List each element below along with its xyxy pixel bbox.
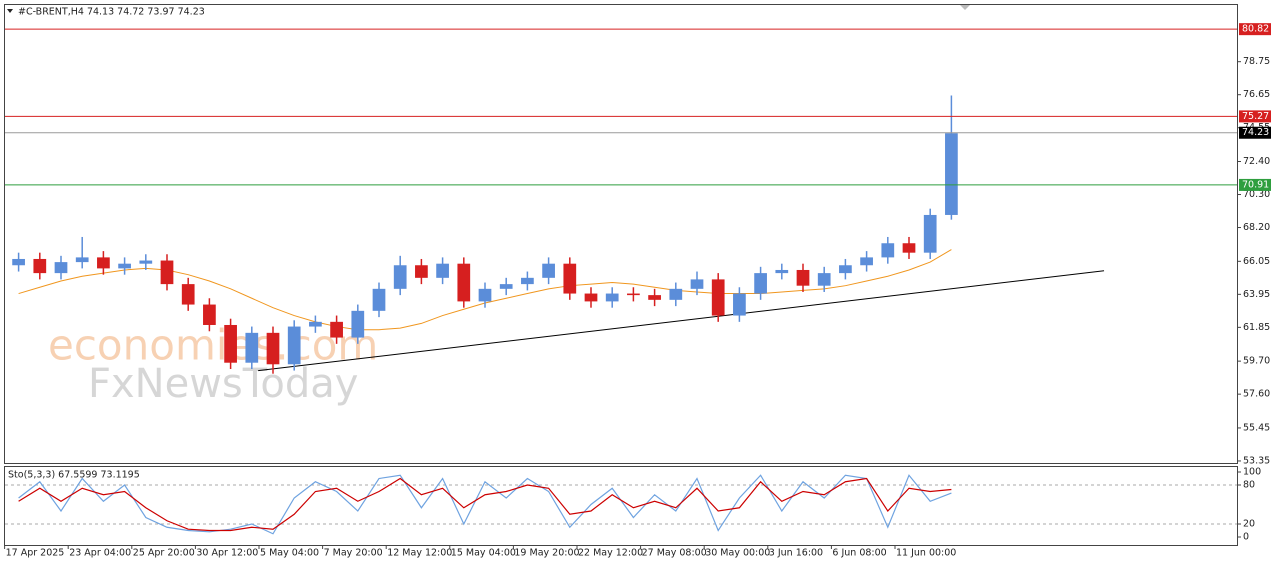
candle-body (902, 243, 916, 253)
x-tick-label: 17 Apr 2025 (6, 548, 65, 559)
candle-body (860, 257, 873, 266)
x-tick-label: 12 May 12:00 (387, 548, 452, 559)
x-tick-label: 7 May 20:00 (324, 548, 383, 559)
indicator-panel (4, 466, 1238, 546)
price-level-label-box (1239, 110, 1271, 123)
x-tick-label: 30 May 00:00 (705, 548, 770, 559)
y-tick-label: 59.70 (1243, 356, 1270, 367)
candle-body (499, 284, 513, 289)
candle-body (245, 332, 259, 363)
y-tick-label: 61.85 (1243, 322, 1270, 333)
y-tick-label: 80 (1243, 480, 1255, 491)
candle-body (203, 304, 216, 325)
candle-body (415, 265, 428, 278)
price-level-label: 75.27 (1242, 111, 1269, 122)
candle-body (54, 262, 68, 274)
candle-body (139, 260, 153, 264)
y-tick-label: 55.45 (1243, 422, 1270, 433)
candle-body (627, 293, 640, 296)
candle-body (669, 288, 683, 300)
y-tick-label: 78.75 (1243, 56, 1270, 67)
x-tick-label: 5 May 04:00 (260, 548, 319, 559)
indicator-line (18, 474, 952, 535)
x-tick-label: 3 Jun 16:00 (769, 548, 823, 559)
watermark-text: FxNewsToday (88, 361, 358, 407)
y-tick-label: 100 (1243, 467, 1261, 478)
plot (12, 95, 1105, 374)
y-tick-label: 63.95 (1243, 289, 1270, 300)
x-tick-label: 11 Jun 00:00 (896, 548, 956, 559)
candle-body (118, 263, 131, 269)
candle-body (605, 293, 619, 302)
price-level-label-box (1239, 23, 1271, 36)
candle-body (733, 293, 746, 316)
y-tick-label: 70.30 (1243, 189, 1270, 200)
candle-body (436, 263, 449, 278)
y-tick-label: 66.05 (1243, 256, 1270, 267)
y-tick-label: 76.65 (1243, 89, 1270, 100)
x-tick-label: 19 May 20:00 (514, 548, 579, 559)
x-tick-label: 27 May 08:00 (642, 548, 707, 559)
candle-body (521, 277, 534, 285)
candle-body (817, 273, 831, 286)
candle-body (754, 273, 767, 294)
candle-body (478, 288, 492, 302)
candle-body (923, 214, 937, 253)
candle-body (75, 257, 89, 263)
indicator-title: Sto(5,3,3) 67.5599 73.1195 (8, 470, 140, 481)
candle-body (648, 295, 661, 300)
watermark-text: economies.com (48, 321, 378, 370)
x-tick-label: 25 Apr 20:00 (133, 548, 195, 559)
y-tick-label: 53.35 (1243, 455, 1270, 466)
candle-body (97, 257, 110, 269)
candle-body (690, 279, 704, 289)
y-tick-label: 72.40 (1243, 156, 1270, 167)
price-level-label: 70.91 (1242, 179, 1269, 190)
candle-body (584, 293, 598, 302)
shift-marker (960, 5, 970, 10)
indicator-line (18, 477, 952, 532)
candle-body (796, 269, 810, 286)
candle-body (542, 263, 555, 278)
candle-body (372, 288, 386, 311)
candle-body (563, 263, 577, 294)
candle-body (12, 258, 25, 266)
x-tick-label: 22 May 12:00 (578, 548, 643, 559)
y-tick-label: 68.20 (1243, 222, 1270, 233)
candle-body (287, 326, 301, 365)
price-panel (4, 4, 1238, 464)
menu-arrow[interactable] (7, 9, 13, 13)
y-tick-label: 57.60 (1243, 389, 1270, 400)
candle-body (881, 243, 895, 258)
price-level-label: 80.82 (1242, 24, 1269, 35)
candle-body (945, 133, 958, 215)
y-tick-label: 0 (1243, 532, 1249, 543)
candle-body (351, 310, 365, 338)
candle-body (266, 332, 280, 365)
x-tick-label: 6 Jun 08:00 (832, 548, 886, 559)
candle-body (711, 279, 725, 316)
candle-body (775, 269, 789, 274)
candle-body (393, 265, 407, 289)
price-level-label-box (1239, 126, 1271, 139)
candle-body (160, 260, 174, 285)
candle-body (224, 324, 237, 363)
price-level-label-box (1239, 178, 1271, 191)
candle-body (330, 321, 343, 338)
x-tick-label: 23 Apr 04:00 (69, 548, 131, 559)
candle-body (309, 321, 322, 327)
candle-body (839, 265, 852, 274)
candle-body (457, 263, 471, 302)
candle-body (33, 258, 47, 274)
chart-title: #C-BRENT,H4 74.13 74.72 73.97 74.23 (18, 7, 205, 18)
candle-body (181, 284, 195, 305)
trendline (258, 270, 1105, 372)
y-tick-label: 20 (1243, 519, 1255, 530)
x-tick-label: 15 May 04:00 (451, 548, 516, 559)
x-tick-label: 30 Apr 12:00 (196, 548, 258, 559)
price-level-label: 74.23 (1242, 127, 1269, 138)
